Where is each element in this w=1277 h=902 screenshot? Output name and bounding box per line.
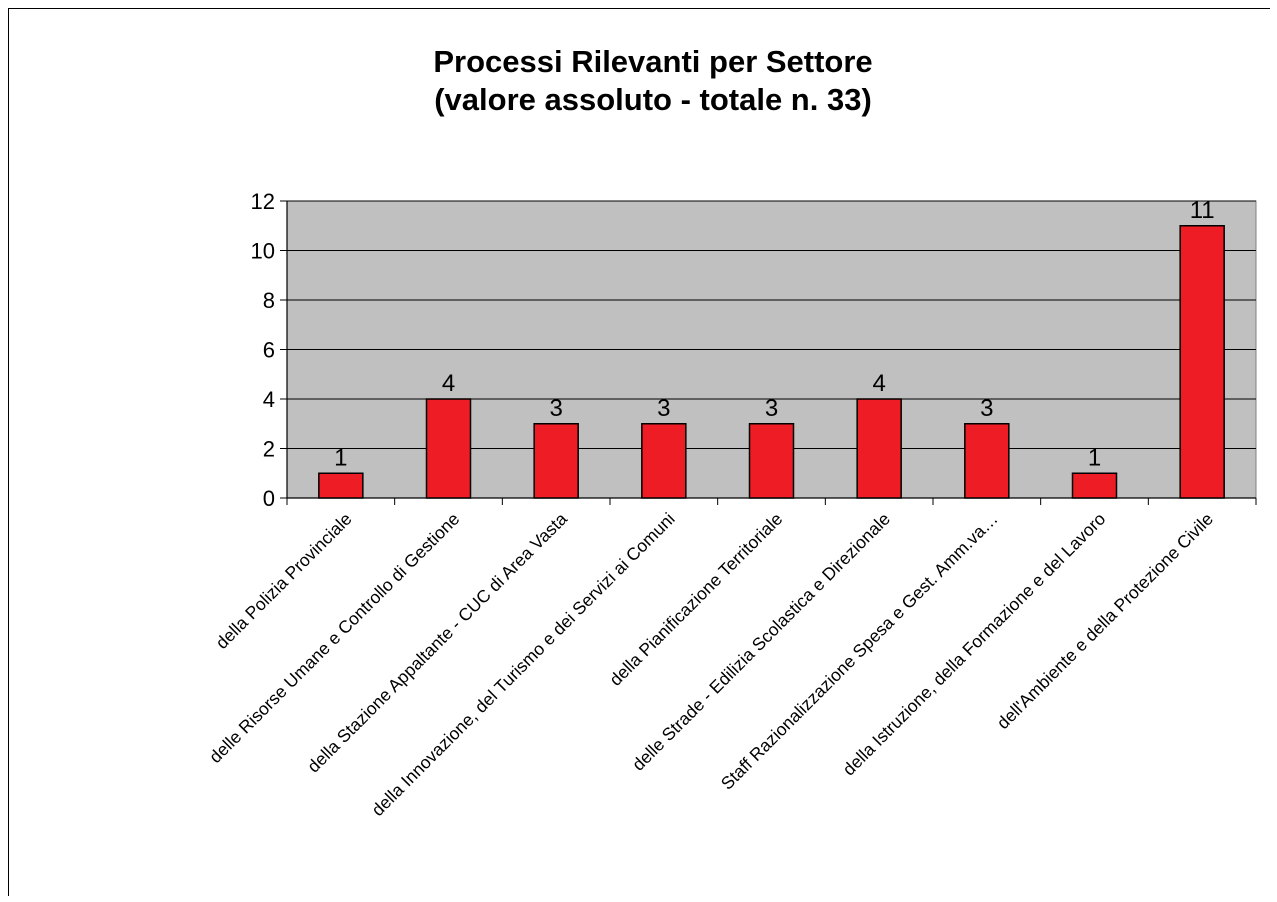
data-label: 3	[549, 395, 562, 422]
bar	[748, 423, 795, 499]
y-tick-label: 4	[263, 387, 275, 412]
y-tick-label: 0	[263, 486, 275, 511]
data-label: 3	[657, 395, 670, 422]
chart-subtitle: (valore assoluto - totale n. 33)	[434, 82, 872, 117]
bar	[533, 423, 579, 499]
y-tick-label: 2	[263, 437, 275, 462]
bar	[641, 423, 687, 499]
bar	[856, 398, 902, 499]
category-label: delle Risorse Umane e Controllo di Gesti…	[205, 509, 463, 767]
data-label: 3	[765, 395, 778, 422]
data-label: 1	[1088, 444, 1101, 471]
category-label: della Pianificazione Territoriale	[605, 509, 786, 690]
data-label: 4	[442, 370, 455, 397]
bar	[1179, 225, 1225, 499]
y-tick-label: 12	[251, 189, 275, 214]
bar	[1071, 472, 1118, 499]
y-tick-label: 8	[263, 288, 275, 313]
data-label: 3	[980, 395, 993, 422]
category-label: dell'Ambiente e della Protezione Civile	[993, 509, 1217, 733]
chart-title: Processi Rilevanti per Settore	[433, 44, 872, 79]
data-label: 11	[1190, 197, 1215, 224]
data-label: 1	[334, 444, 347, 471]
y-tick-label: 10	[251, 239, 275, 264]
data-label: 4	[872, 370, 885, 397]
bar	[964, 423, 1010, 499]
bar	[318, 472, 364, 499]
bar	[425, 398, 472, 499]
y-tick-label: 6	[263, 338, 275, 363]
